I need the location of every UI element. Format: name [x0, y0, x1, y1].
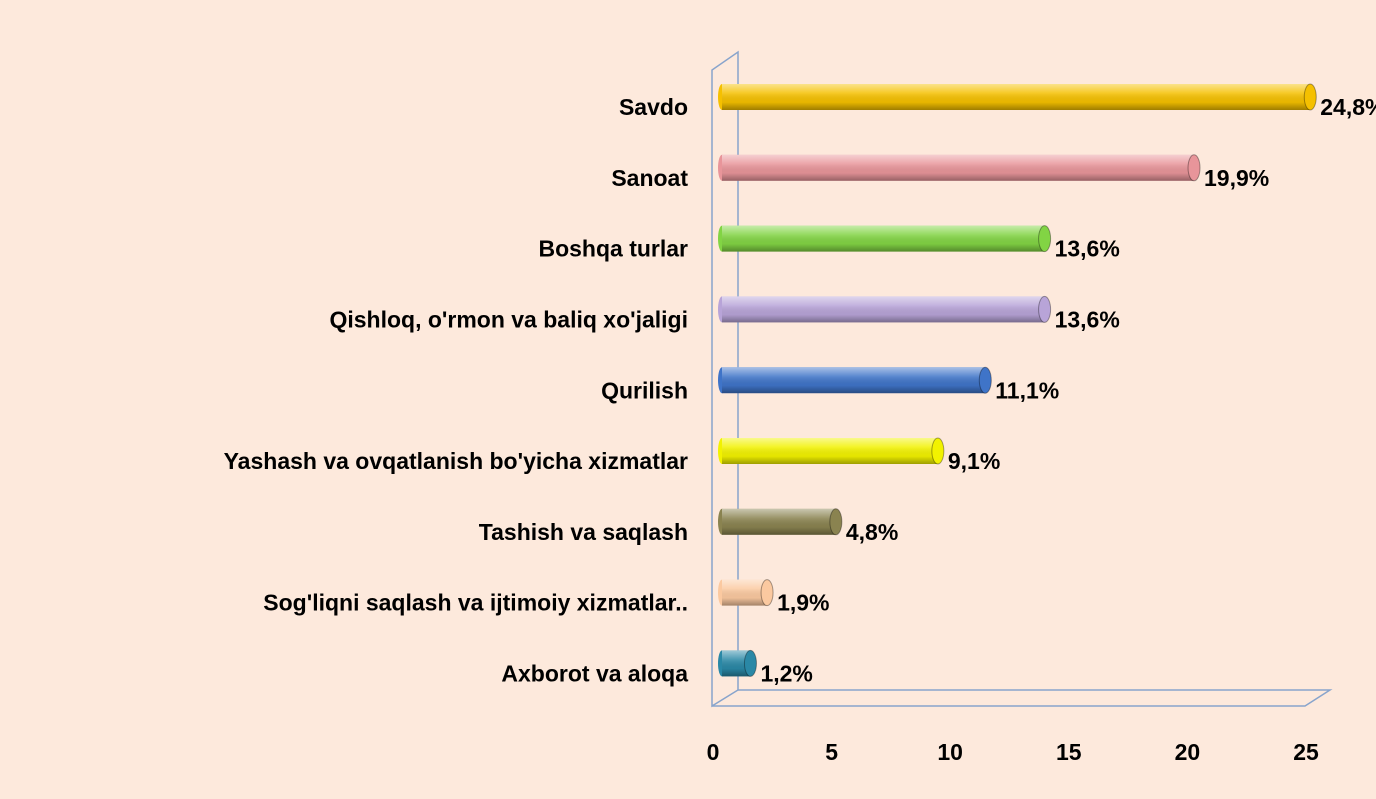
- value-label: 1,2%: [760, 660, 812, 686]
- bar-shade: [722, 296, 1045, 323]
- value-label: 4,8%: [846, 519, 898, 545]
- bar-cap: [743, 649, 757, 677]
- x-tick-label: 25: [1293, 739, 1319, 765]
- bar-shade: [722, 225, 1045, 252]
- x-tick-label: 0: [707, 739, 720, 765]
- value-label: 13,6%: [1055, 236, 1120, 262]
- category-label: Qurilish: [601, 377, 688, 403]
- bar-shade: [722, 438, 938, 464]
- axis-floor: [712, 689, 1333, 707]
- bar-cap: [1038, 295, 1052, 323]
- category-label: Tashish va saqlash: [479, 519, 688, 545]
- bar-shade: [722, 367, 986, 394]
- value-label: 19,9%: [1204, 165, 1269, 191]
- category-label: Qishloq, o'rmon va baliq xo'jaligi: [329, 306, 688, 332]
- category-label: Savdo: [619, 94, 688, 120]
- x-tick-label: 5: [825, 739, 838, 765]
- bar-cap: [829, 508, 843, 536]
- value-label: 24,8%: [1320, 94, 1376, 120]
- value-label: 9,1%: [948, 448, 1000, 474]
- axis-wall: [711, 50, 739, 708]
- bar-shade: [722, 154, 1195, 181]
- bar-shade: [722, 508, 836, 535]
- category-label: Sanoat: [611, 165, 688, 191]
- bar-cap: [1187, 154, 1201, 182]
- bar-cap: [1038, 225, 1052, 253]
- x-tick-label: 10: [937, 739, 963, 765]
- category-label: Boshqa turlar: [538, 236, 688, 262]
- bar-cap: [760, 579, 774, 607]
- category-label: Sog'liqni saqlash va ijtimoiy xizmatlar.…: [263, 590, 688, 616]
- bar-shade: [722, 579, 768, 606]
- category-label: Yashash va ovqatlanish bo'yicha xizmatla…: [224, 448, 688, 474]
- bar-cap: [1303, 83, 1317, 111]
- x-tick-label: 20: [1175, 739, 1201, 765]
- value-label: 13,6%: [1055, 306, 1120, 332]
- bar-cap: [931, 437, 945, 465]
- category-label: Axborot va aloqa: [501, 660, 688, 686]
- value-label: 1,9%: [777, 590, 829, 616]
- x-tick-label: 15: [1056, 739, 1082, 765]
- bar-shade: [722, 84, 1311, 110]
- bar-cap: [978, 366, 992, 394]
- value-label: 11,1%: [995, 377, 1059, 403]
